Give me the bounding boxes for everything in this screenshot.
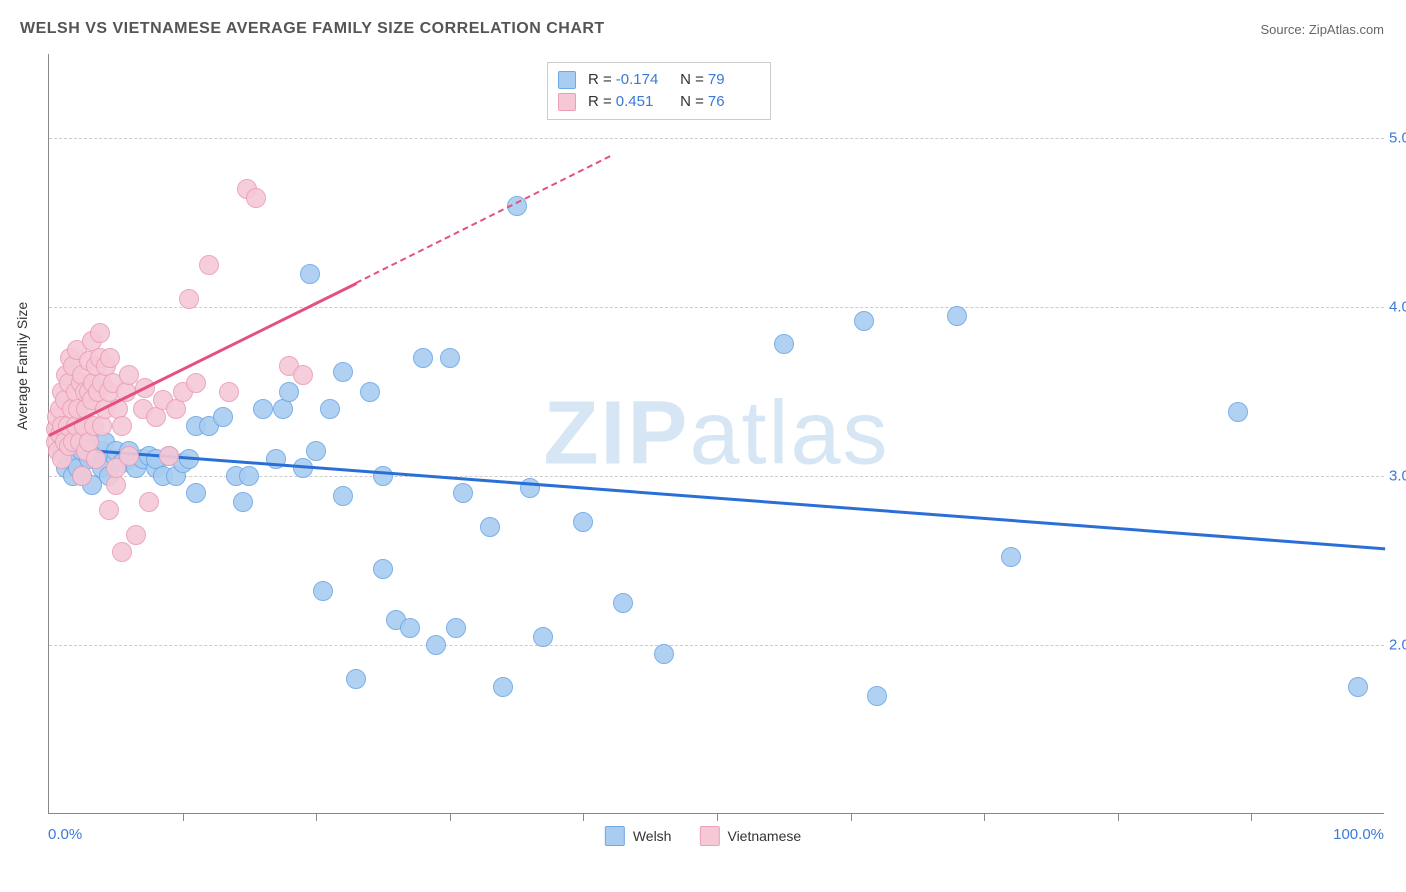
data-point [112, 416, 132, 436]
data-point [119, 446, 139, 466]
data-point [139, 492, 159, 512]
data-point [179, 289, 199, 309]
x-axis-min-label: 0.0% [48, 826, 82, 843]
data-point [426, 635, 446, 655]
data-point [99, 500, 119, 520]
plot-area: ZIPatlas 2.003.004.005.00R =-0.174 N =79… [48, 54, 1384, 814]
y-tick-label: 5.00 [1389, 130, 1406, 147]
x-axis-max-label: 100.0% [1333, 826, 1384, 843]
chart-container: WELSH VS VIETNAMESE AVERAGE FAMILY SIZE … [0, 0, 1406, 892]
data-point [253, 399, 273, 419]
data-point [146, 407, 166, 427]
data-point [112, 542, 132, 562]
data-point [306, 441, 326, 461]
x-tick [583, 813, 584, 821]
data-point [947, 306, 967, 326]
data-point [854, 311, 874, 331]
data-point [533, 627, 553, 647]
stat-label: R = [588, 91, 612, 113]
legend-swatch-icon [699, 826, 719, 846]
data-point [186, 373, 206, 393]
stats-swatch-icon [558, 93, 576, 111]
data-point [493, 677, 513, 697]
data-point [480, 517, 500, 537]
stat-r-value: 0.451 [616, 91, 668, 113]
stat-n-value: 76 [708, 91, 760, 113]
stats-row: R =0.451 N =76 [558, 91, 760, 113]
gridline [49, 138, 1384, 139]
data-point [186, 483, 206, 503]
data-point [300, 264, 320, 284]
data-point [400, 618, 420, 638]
x-tick [183, 813, 184, 821]
data-point [573, 512, 593, 532]
legend-label: Vietnamese [727, 828, 801, 844]
stats-box: R =-0.174 N =79R =0.451 N =76 [547, 62, 771, 120]
stats-row: R =-0.174 N =79 [558, 69, 760, 91]
legend-item-vietnamese: Vietnamese [699, 826, 801, 846]
legend-label: Welsh [633, 828, 672, 844]
stat-label: R = [588, 69, 612, 91]
legend-swatch-icon [605, 826, 625, 846]
trend-line [356, 155, 611, 283]
data-point [90, 323, 110, 343]
data-point [1228, 402, 1248, 422]
data-point [279, 382, 299, 402]
watermark: ZIPatlas [543, 382, 889, 485]
gridline [49, 645, 1384, 646]
legend: Welsh Vietnamese [605, 826, 801, 846]
data-point [613, 593, 633, 613]
data-point [1001, 547, 1021, 567]
data-point [360, 382, 380, 402]
stats-swatch-icon [558, 71, 576, 89]
data-point [219, 382, 239, 402]
data-point [333, 362, 353, 382]
data-point [774, 334, 794, 354]
data-point [213, 407, 233, 427]
data-point [440, 348, 460, 368]
data-point [867, 686, 887, 706]
stat-label: N = [672, 69, 704, 91]
x-tick [1118, 813, 1119, 821]
gridline [49, 307, 1384, 308]
source-label: Source: ZipAtlas.com [1260, 22, 1384, 37]
data-point [453, 483, 473, 503]
data-point [446, 618, 466, 638]
data-point [333, 486, 353, 506]
data-point [239, 466, 259, 486]
data-point [373, 466, 393, 486]
y-tick-label: 3.00 [1389, 468, 1406, 485]
stat-n-value: 79 [708, 69, 760, 91]
data-point [1348, 677, 1368, 697]
x-tick [450, 813, 451, 821]
x-tick [984, 813, 985, 821]
data-point [86, 449, 106, 469]
y-tick-label: 2.00 [1389, 637, 1406, 654]
x-tick [717, 813, 718, 821]
data-point [199, 255, 219, 275]
data-point [293, 365, 313, 385]
x-tick [316, 813, 317, 821]
x-tick [851, 813, 852, 821]
data-point [346, 669, 366, 689]
data-point [100, 348, 120, 368]
data-point [320, 399, 340, 419]
data-point [373, 559, 393, 579]
data-point [126, 525, 146, 545]
y-axis-label: Average Family Size [14, 302, 30, 430]
chart-title: WELSH VS VIETNAMESE AVERAGE FAMILY SIZE … [20, 20, 605, 38]
data-point [413, 348, 433, 368]
data-point [246, 188, 266, 208]
stat-r-value: -0.174 [616, 69, 668, 91]
legend-item-welsh: Welsh [605, 826, 672, 846]
y-tick-label: 4.00 [1389, 299, 1406, 316]
data-point [233, 492, 253, 512]
data-point [313, 581, 333, 601]
stat-label: N = [672, 91, 704, 113]
x-tick [1251, 813, 1252, 821]
data-point [654, 644, 674, 664]
